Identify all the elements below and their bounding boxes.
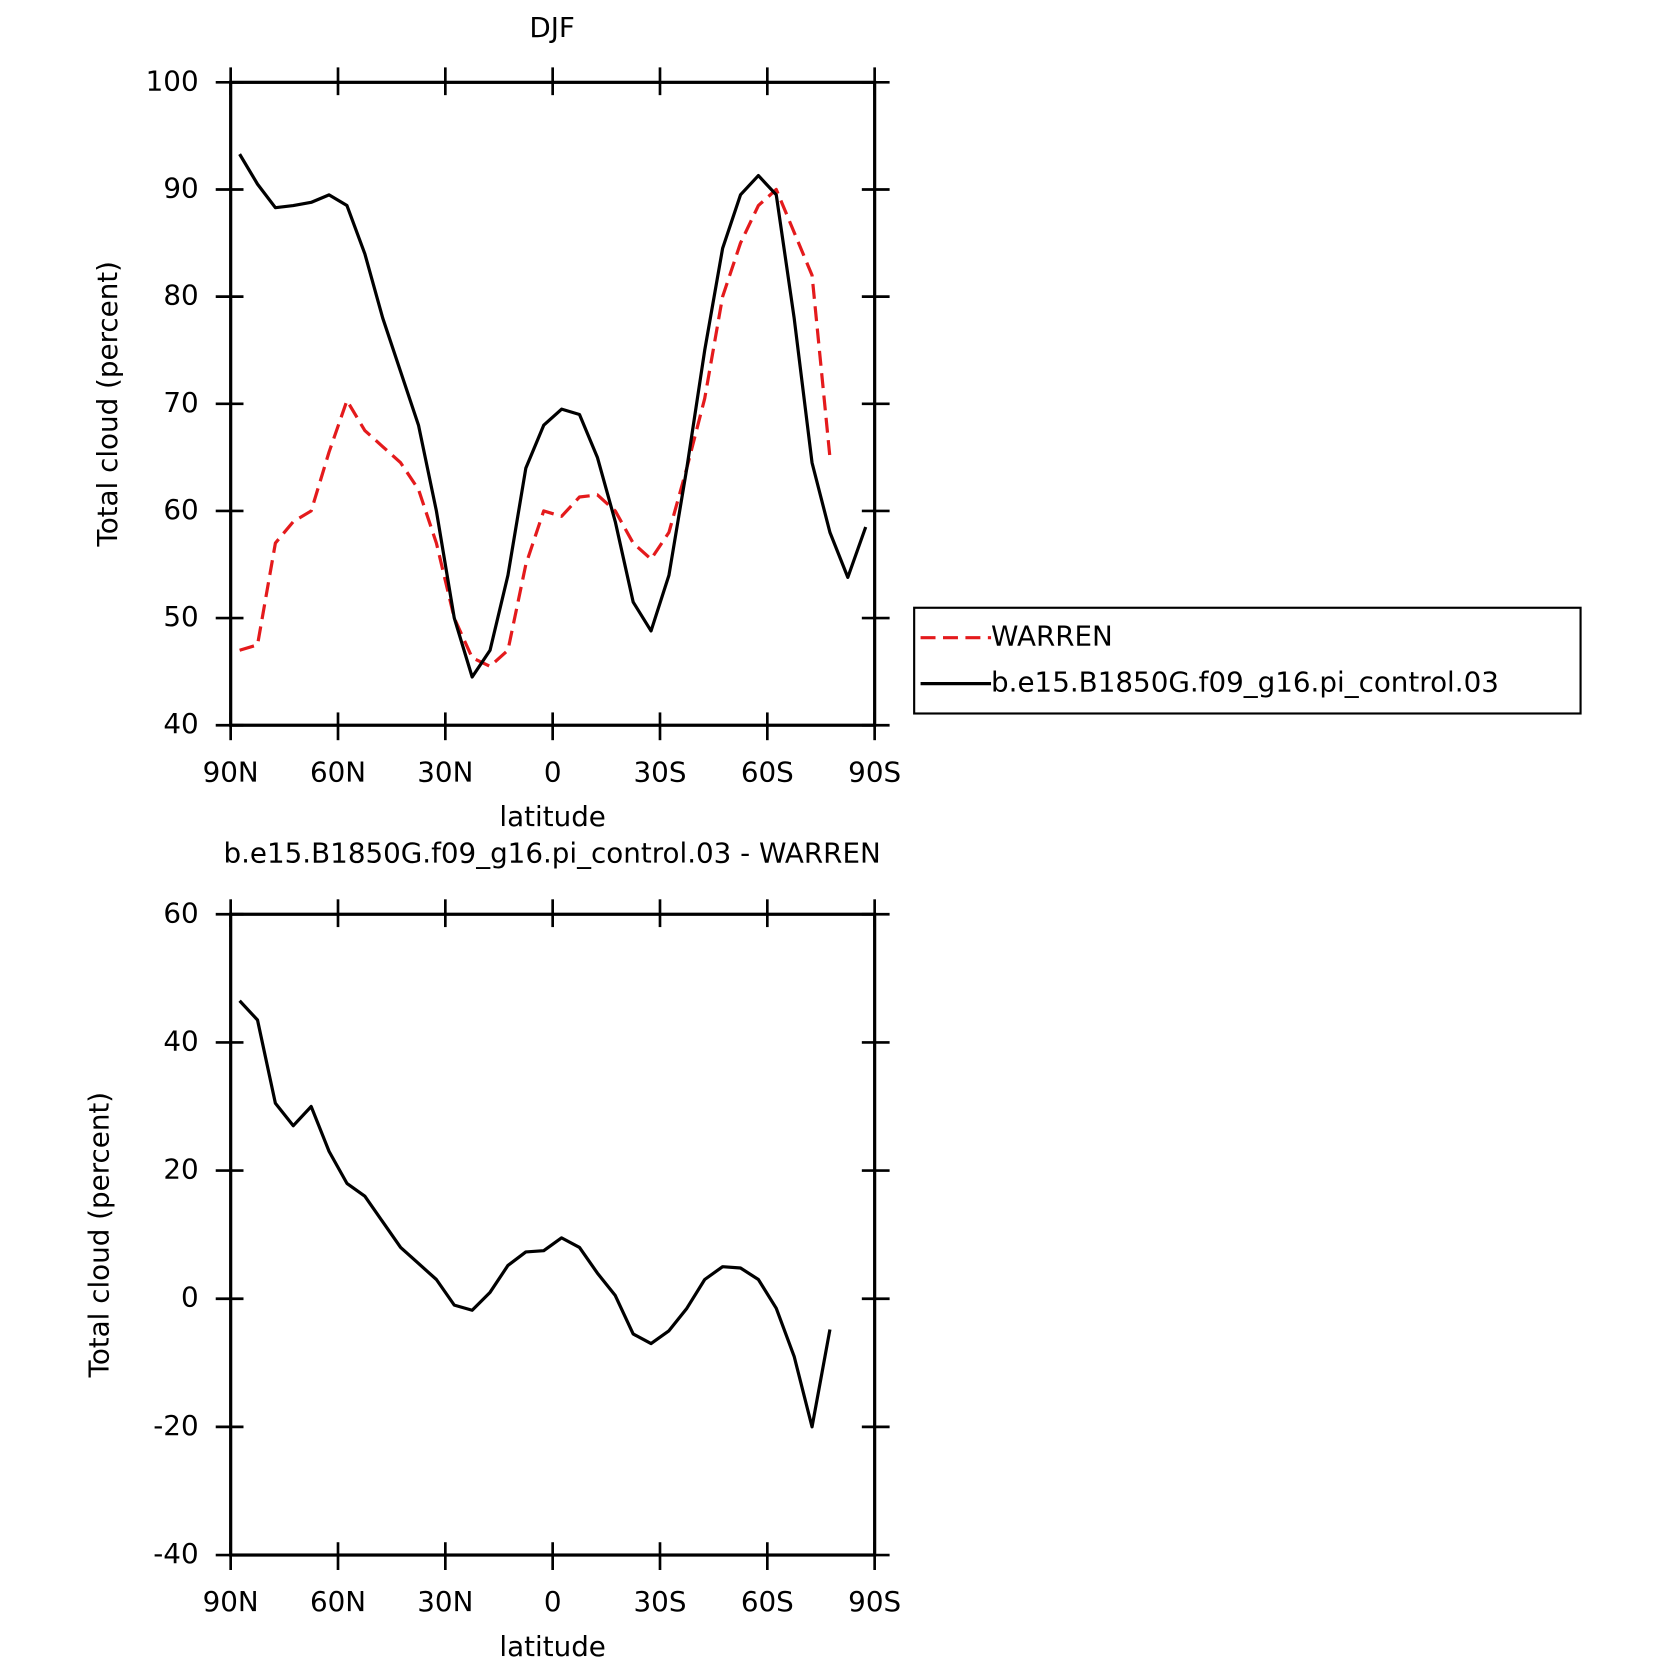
x-tick-label: 90S [848, 1585, 901, 1618]
y-tick-label: 0 [181, 1281, 199, 1314]
y-axis-label: Total cloud (percent) [82, 1092, 115, 1379]
x-axis-label: latitude [499, 1630, 605, 1663]
x-tick-label: 30S [634, 1585, 687, 1618]
y-tick-label: 20 [163, 1153, 198, 1186]
plot-frame [229, 912, 877, 1557]
y-tick-label: 100 [146, 64, 199, 97]
x-tick-label: 60S [741, 1585, 794, 1618]
chart-title: DJF [529, 11, 575, 44]
x-tick-label: 60S [741, 755, 794, 788]
plot-frame [229, 80, 877, 727]
y-tick-label: 60 [163, 896, 198, 929]
legend-box [913, 606, 1582, 715]
y-axis-label: Total cloud (percent) [91, 261, 124, 548]
data-line [239, 187, 832, 668]
y-tick-label: 40 [163, 707, 198, 740]
data-line [238, 153, 868, 679]
data-line [238, 999, 832, 1429]
x-tick-label: 30N [417, 755, 473, 788]
x-axis-label: latitude [499, 800, 605, 833]
y-tick-label: 70 [163, 386, 198, 419]
x-tick-label: 30S [634, 755, 687, 788]
legend-label: b.e15.B1850G.f09_g16.pi_control.03 [991, 666, 1499, 699]
x-tick-label: 90N [203, 1585, 259, 1618]
y-tick-label: 50 [163, 600, 198, 633]
legend-label: WARREN [991, 620, 1113, 653]
y-tick-label: 60 [163, 493, 198, 526]
x-tick-label: 60N [310, 755, 366, 788]
x-tick-label: 30N [417, 1585, 473, 1618]
x-tick-label: 0 [544, 1585, 562, 1618]
x-tick-label: 90N [203, 755, 259, 788]
chart-title: b.e15.B1850G.f09_g16.pi_control.03 - WAR… [223, 836, 880, 869]
x-tick-label: 0 [544, 755, 562, 788]
x-tick-label: 90S [848, 755, 901, 788]
y-tick-label: 90 [163, 171, 198, 204]
y-tick-label: -40 [153, 1537, 198, 1570]
x-tick-label: 60N [310, 1585, 366, 1618]
y-tick-label: 40 [163, 1024, 198, 1057]
y-tick-label: -20 [153, 1409, 198, 1442]
y-tick-label: 80 [163, 279, 198, 312]
